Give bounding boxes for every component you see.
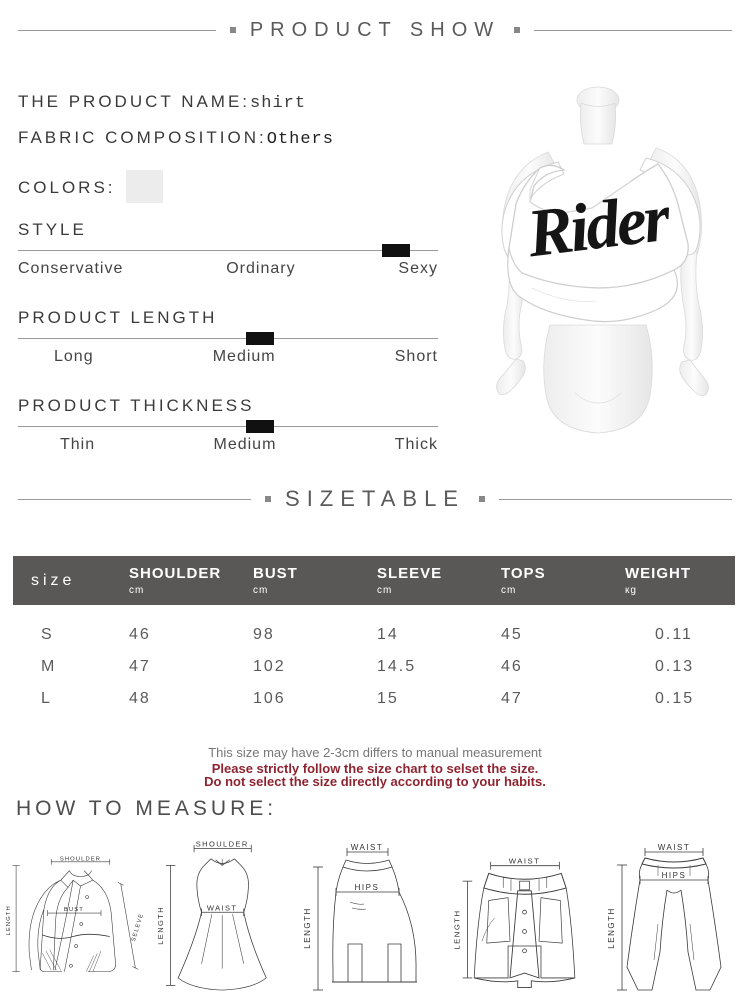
svg-text:WAIST: WAIST — [351, 843, 384, 852]
svg-text:WAIST: WAIST — [207, 903, 238, 912]
svg-text:HIPS: HIPS — [355, 883, 380, 892]
svg-text:LENGTH: LENGTH — [303, 907, 312, 948]
svg-text:WAIST: WAIST — [658, 843, 691, 852]
svg-text:LENGTH: LENGTH — [453, 910, 462, 950]
svg-text:SHOULDER: SHOULDER — [196, 840, 249, 849]
svg-text:SELEVE: SELEVE — [131, 913, 145, 943]
svg-text:LENGTH: LENGTH — [156, 906, 165, 945]
svg-text:SHOULDER: SHOULDER — [60, 856, 101, 862]
svg-text:LENGTH: LENGTH — [6, 905, 12, 935]
svg-text:LENGTH: LENGTH — [607, 907, 616, 948]
svg-text:WAIST: WAIST — [509, 857, 540, 866]
svg-text:HIPS: HIPS — [662, 871, 687, 880]
svg-text:BUST: BUST — [64, 907, 84, 913]
